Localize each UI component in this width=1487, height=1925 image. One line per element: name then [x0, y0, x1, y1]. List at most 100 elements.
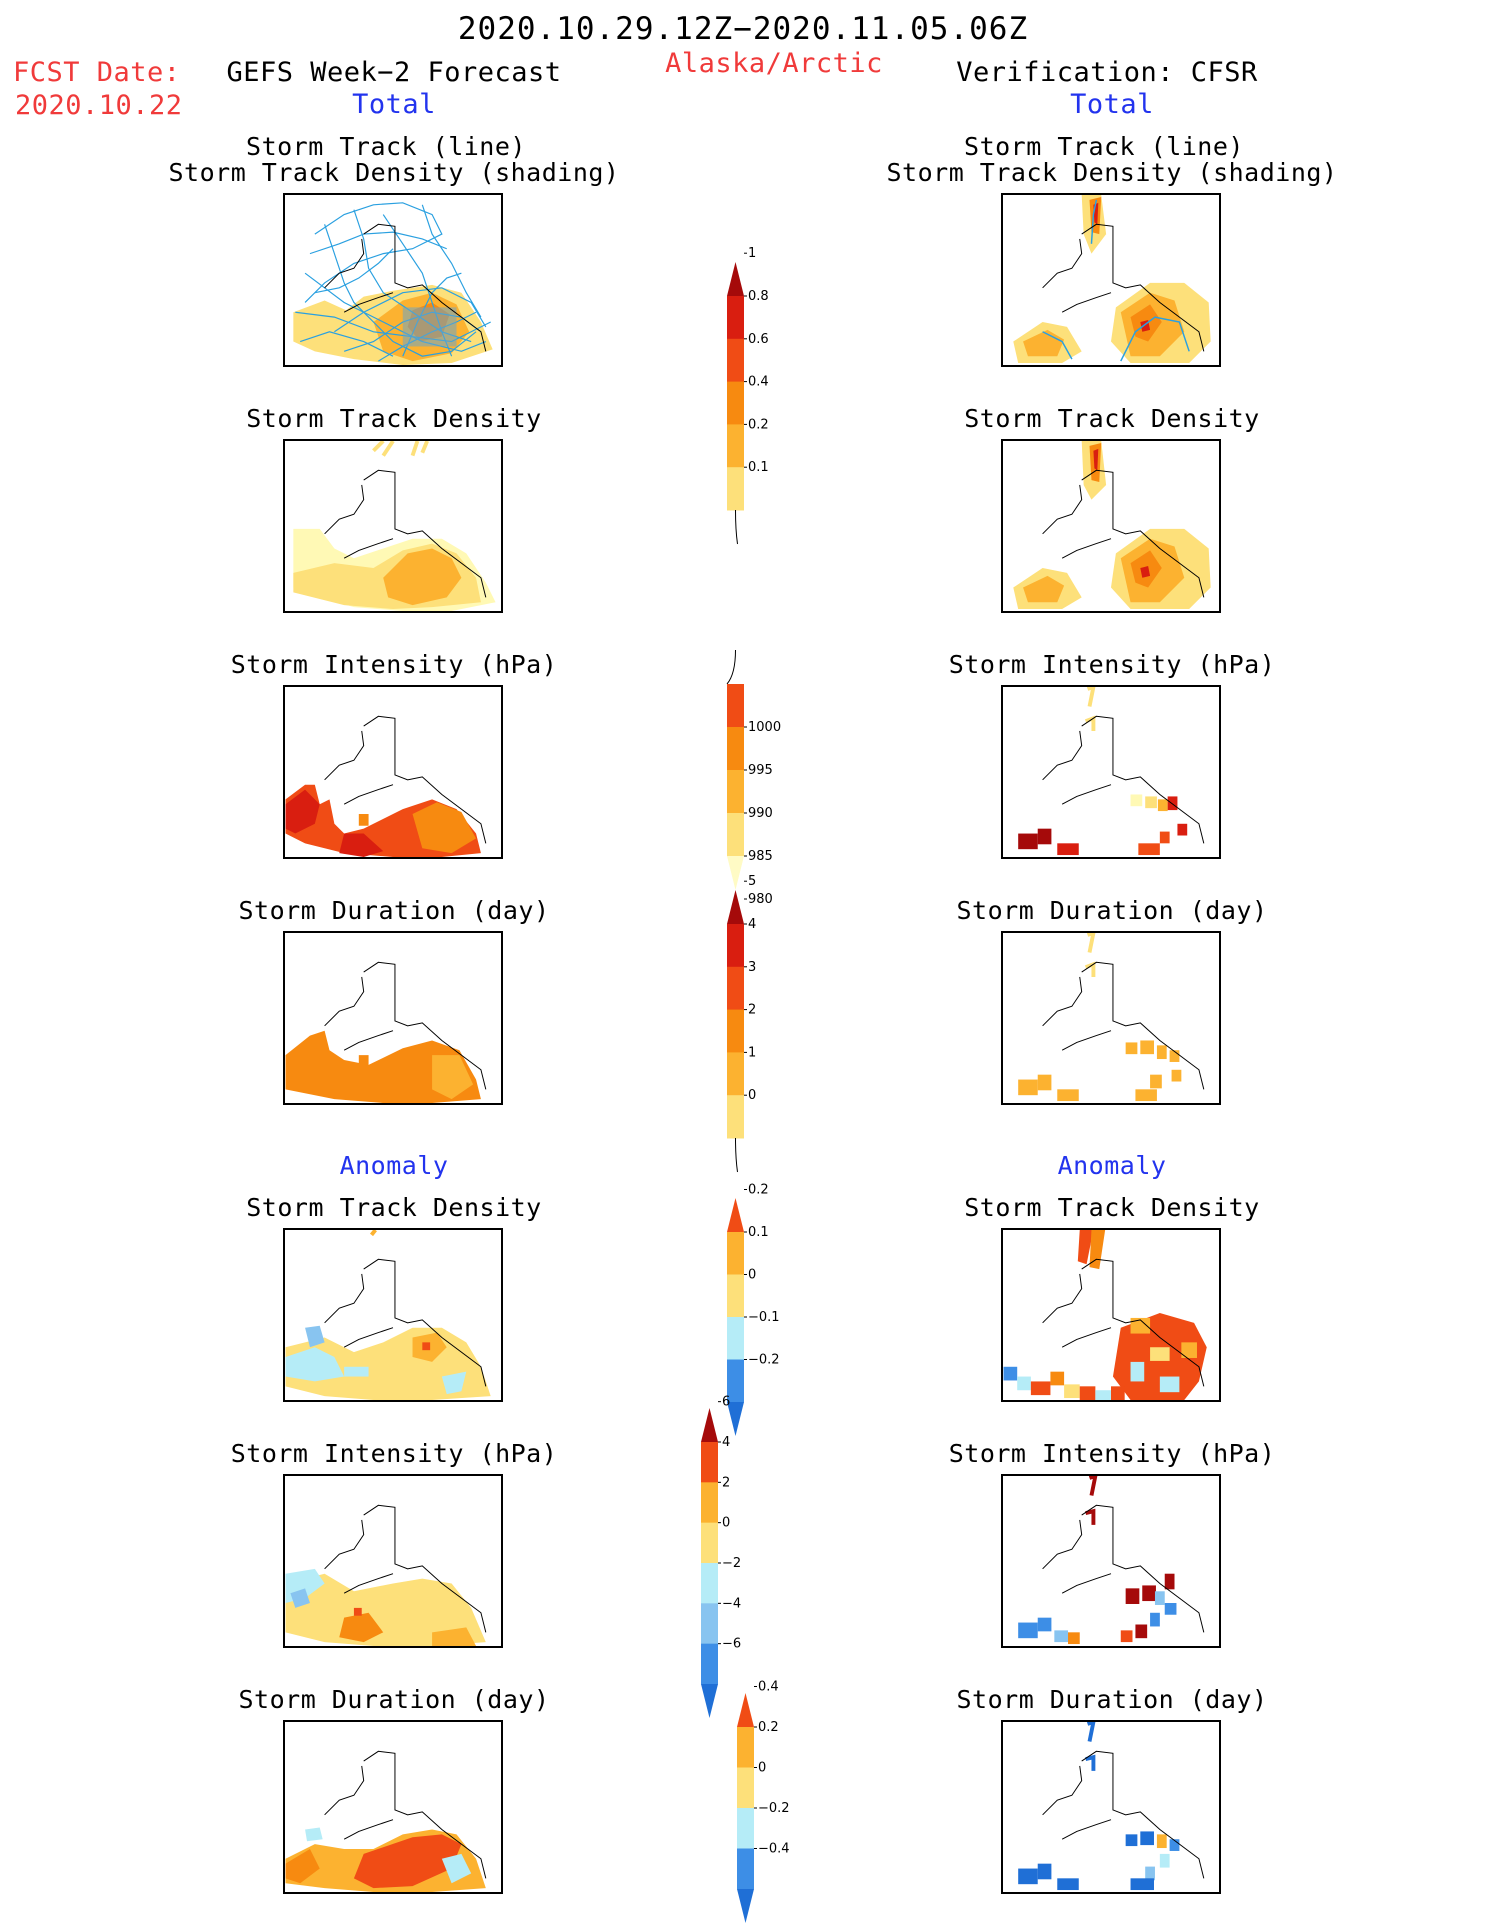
colorbar-top-arrow	[727, 1198, 744, 1232]
colorbar-tick-label: 0.1	[748, 460, 769, 475]
colorbar-total-intensity: 1000 995 990 985 980	[726, 649, 781, 907]
colorbar-tick-label: 985	[748, 849, 773, 864]
colorbar-segment	[737, 1848, 754, 1890]
map-forecast-duration	[283, 931, 503, 1105]
colorbar-top-arrow	[727, 890, 744, 924]
title-track-line-right: Storm Track (line)	[964, 132, 1244, 161]
colorbar-segment	[727, 924, 744, 968]
colorbar-bottom-curve	[735, 1137, 738, 1173]
colorbar-bottom-arrow	[727, 1402, 744, 1436]
colorbar-segment	[701, 1522, 718, 1564]
map-verification-duration	[1001, 931, 1221, 1105]
colorbar-top-arrow	[737, 1693, 754, 1727]
colorbar-anomaly-density: −0.2 −0.1 0 0.1 0.2	[727, 1183, 780, 1436]
title-anom-intensity-left: Storm Intensity (hPa)	[230, 1439, 558, 1468]
colorbar-bottom-arrow	[737, 1889, 754, 1923]
colorbar-segment	[701, 1643, 718, 1685]
colorbar-tick-label: −4	[722, 1596, 741, 1611]
colorbar-segment	[727, 813, 744, 857]
colorbar-segment	[727, 338, 744, 383]
map-forecast-anomaly-duration	[283, 1720, 503, 1894]
colorbar-tick-label: 0.2	[748, 1183, 769, 1198]
colorbar-tick-label: 0	[722, 1516, 730, 1531]
colorbar-total-density: 0.1 0.2 0.4 0.6 0.8 1	[727, 246, 769, 545]
colorbar-segment	[727, 1274, 744, 1318]
colorbar-tick-label: −0.4	[758, 1842, 790, 1857]
colorbar-tick-label: 0	[748, 1088, 756, 1103]
anomaly-left-label: Anomaly	[339, 1151, 449, 1180]
colorbar-tick-label: −6	[722, 1637, 741, 1652]
colorbar-tick-label: −2	[722, 1556, 741, 1571]
colorbar-segment	[737, 1727, 754, 1768]
colorbar-segment	[727, 727, 744, 771]
colorbar-bottom-arrow	[727, 856, 744, 890]
title-anom-duration-left: Storm Duration (day)	[238, 1685, 550, 1714]
region-title: Alaska/Arctic	[665, 48, 883, 79]
colorbar-bottom-arrow	[701, 1684, 718, 1718]
anomaly-right-label: Anomaly	[1057, 1151, 1167, 1180]
colorbar-tick-label: 0	[758, 1761, 766, 1776]
colorbar-tick-label: −0.2	[758, 1801, 790, 1816]
colorbar-segment	[727, 381, 744, 425]
colorbar-tick-label: 0.4	[748, 375, 769, 390]
colorbar-tick-label: 0.2	[758, 1720, 779, 1735]
colorbar-segment	[727, 770, 744, 814]
colorbar-segment	[701, 1482, 718, 1524]
colorbar-tick-label: 4	[722, 1435, 730, 1450]
title-intensity-left: Storm Intensity (hPa)	[230, 650, 558, 679]
colorbar-tick-label: 1	[748, 1045, 756, 1060]
colorbar-top-arrow	[727, 262, 744, 296]
colorbar-tick-label: 2	[748, 1003, 756, 1018]
colorbar-segment	[727, 1317, 744, 1360]
colorbar-segment	[727, 1232, 744, 1275]
colorbar-tick-label: 995	[748, 763, 773, 778]
colorbar-total-duration: 0 1 2 3 4 5	[727, 874, 756, 1173]
colorbar-tick-label: 990	[748, 806, 773, 821]
title-anom-intensity-right: Storm Intensity (hPa)	[948, 1439, 1276, 1468]
colorbar-segment	[701, 1563, 718, 1604]
colorbar-bottom-curve	[735, 509, 738, 545]
colorbar-top-arrow	[701, 1408, 718, 1442]
colorbar-tick-label: 4	[748, 917, 756, 932]
map-verification-density	[1001, 439, 1221, 613]
left-column-title: GEFS Week−2 Forecast	[226, 57, 562, 88]
colorbar-segment	[727, 1359, 744, 1403]
map-forecast-density	[283, 439, 503, 613]
colorbar-segment	[727, 424, 744, 468]
title-duration-right: Storm Duration (day)	[956, 896, 1268, 925]
colorbar-segment	[727, 1052, 744, 1096]
colorbar-segment	[727, 1095, 744, 1139]
map-verification-intensity	[1001, 685, 1221, 859]
colorbar-tick-label: −0.1	[748, 1310, 780, 1325]
colorbar-tick-label: 2	[722, 1475, 730, 1490]
title-anom-density-left: Storm Track Density	[246, 1193, 542, 1222]
colorbar-segment	[737, 1808, 754, 1849]
colorbar-segment	[737, 1767, 754, 1809]
colorbar-tick-label: 0	[748, 1268, 756, 1283]
fcst-date: 2020.10.22	[15, 90, 183, 121]
colorbar-segment	[701, 1442, 718, 1483]
colorbar-tick-label: 5	[748, 874, 756, 889]
map-forecast-anomaly-density	[283, 1228, 503, 1402]
right-column-title: Verification: CFSR	[956, 57, 1258, 88]
colorbar-segment	[727, 467, 744, 511]
title-track-shading-left: Storm Track Density (shading)	[168, 158, 620, 187]
map-forecast-intensity	[283, 685, 503, 859]
colorbar-anomaly-intensity: −6 −4 −2 0 2 4 6	[701, 1395, 741, 1718]
title-anom-density-right: Storm Track Density	[964, 1193, 1260, 1222]
colorbar-segment	[701, 1603, 718, 1645]
colorbar-anomaly-duration: −0.4 −0.2 0 0.2 0.4	[737, 1680, 790, 1923]
colorbar-tick-label: 0.1	[748, 1225, 769, 1240]
map-forecast-anomaly-intensity	[283, 1474, 503, 1648]
colorbar-segment	[727, 966, 744, 1011]
title-track-shading-right: Storm Track Density (shading)	[886, 158, 1338, 187]
period-title: 2020.10.29.12Z−2020.11.05.06Z	[457, 11, 1029, 47]
colorbar-tick-label: 0.6	[748, 332, 769, 347]
title-track-line-left: Storm Track (line)	[246, 132, 526, 161]
title-anom-duration-right: Storm Duration (day)	[956, 1685, 1268, 1714]
title-density-right: Storm Track Density	[964, 404, 1260, 433]
colorbar-segment	[727, 684, 744, 728]
total-left-label: Total	[352, 89, 436, 120]
colorbar-tick-label: 0.4	[758, 1680, 779, 1695]
colorbar-tick-label: 3	[748, 960, 756, 975]
